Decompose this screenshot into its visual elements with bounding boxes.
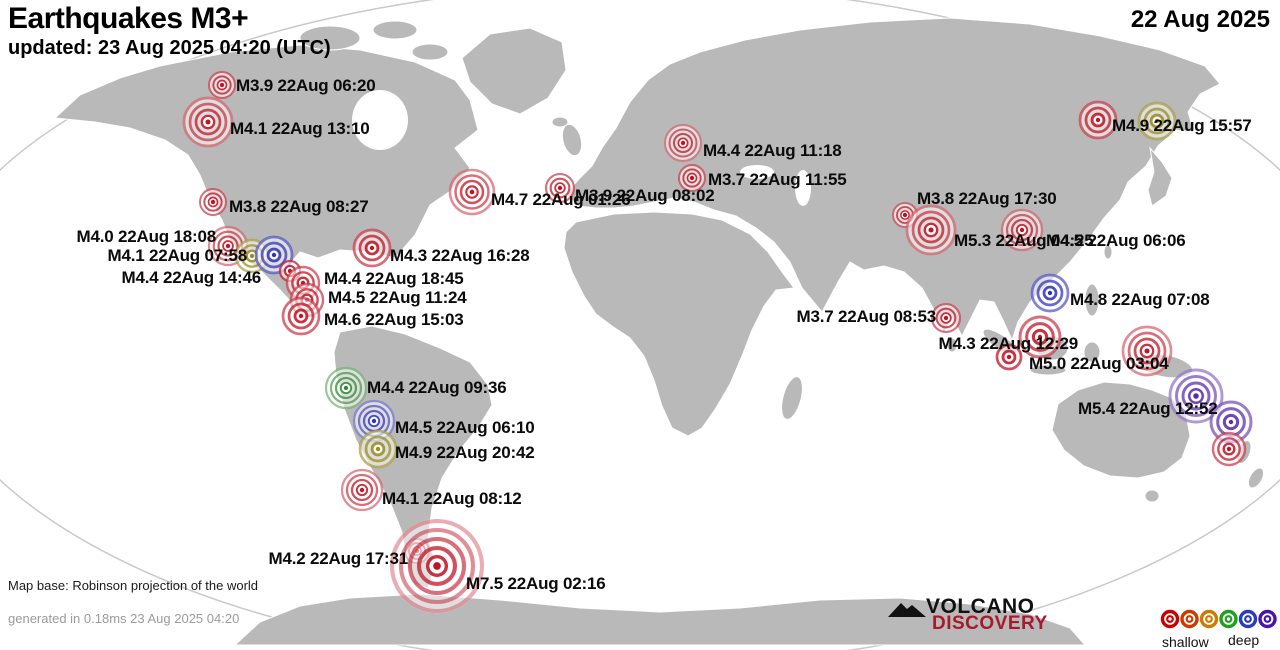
quake-marker[interactable] (324, 366, 368, 410)
island-sri-lanka (946, 337, 958, 353)
generated-note: generated in 0.18ms 23 Aug 2025 04:20 (8, 611, 240, 626)
quake-marker[interactable] (1000, 208, 1044, 252)
island-arctic-2 (372, 20, 418, 40)
quake-marker[interactable] (199, 188, 227, 216)
island-arctic-3 (411, 43, 449, 61)
logo-text-volcano: VOLCANO (926, 595, 1035, 618)
legend-label-shallow: shallow (1162, 634, 1209, 650)
volcano-discovery-logo[interactable]: VOLCANO DISCOVERY (888, 595, 1058, 634)
quake-marker[interactable] (448, 168, 496, 216)
continent-greenland (461, 27, 567, 115)
page-title: Earthquakes M3+ (8, 2, 249, 35)
island-nz-south (1247, 467, 1265, 489)
quake-marker[interactable] (352, 228, 392, 268)
quake-marker[interactable] (1211, 431, 1247, 467)
quake-marker[interactable] (208, 71, 236, 99)
quake-marker[interactable] (1121, 325, 1173, 377)
depth-legend: shallow deep (1158, 604, 1280, 650)
map-date: 22 Aug 2025 (1130, 6, 1270, 33)
logo-text-discovery: DISCOVERY (932, 613, 1048, 634)
continent-australia (1051, 381, 1191, 479)
island-java (1029, 364, 1067, 376)
island-sulawesi (1083, 341, 1101, 363)
quake-marker[interactable] (663, 123, 703, 163)
quake-marker[interactable] (1030, 273, 1070, 313)
island-tasmania (1144, 489, 1160, 503)
continent-eurasia (565, 17, 1221, 342)
sea-hudson-bay (352, 90, 408, 150)
island-taiwan (1103, 244, 1113, 260)
island-madagascar (781, 376, 803, 420)
sea-caspian (795, 170, 811, 206)
quake-marker[interactable] (182, 96, 234, 148)
quake-marker[interactable] (930, 302, 962, 334)
legend-label-deep: deep (1228, 632, 1260, 648)
sea-black-sea (740, 165, 774, 179)
depth-legend-circles (1160, 609, 1277, 629)
quake-marker[interactable] (1078, 100, 1118, 140)
quake-marker[interactable] (995, 343, 1023, 371)
island-britain (561, 123, 583, 157)
island-japan (1147, 146, 1173, 207)
quake-marker[interactable] (1137, 101, 1177, 141)
quake-marker[interactable] (678, 164, 706, 192)
updated-timestamp: updated: 23 Aug 2025 04:20 (UTC) (8, 37, 331, 59)
island-philippines (1084, 283, 1100, 317)
island-arctic-1 (299, 25, 361, 51)
quake-marker[interactable] (905, 204, 957, 256)
continent-africa (563, 211, 795, 437)
quake-marker[interactable] (1168, 368, 1224, 424)
quake-marker[interactable] (1018, 315, 1062, 359)
quake-marker[interactable] (358, 429, 398, 469)
quake-marker[interactable] (281, 296, 321, 336)
island-iceland (551, 116, 569, 128)
map-base-note: Map base: Robinson projection of the wor… (8, 578, 259, 593)
volcano-icon (888, 603, 926, 617)
quake-marker[interactable] (340, 468, 384, 512)
quake-marker[interactable] (389, 518, 485, 614)
quake-marker[interactable] (544, 172, 576, 204)
